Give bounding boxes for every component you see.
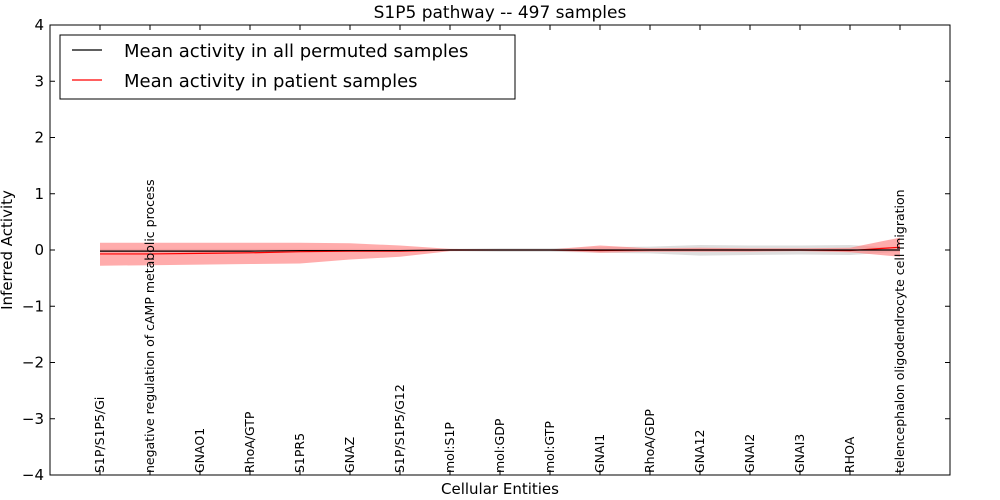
x-category-label: negative regulation of cAMP metabolic pr… (142, 179, 157, 473)
x-category-label: mol:GTP (542, 421, 557, 473)
x-category-label: RhoA/GDP (642, 409, 657, 473)
y-tick-label: 3 (34, 72, 44, 90)
y-tick-label: −1 (22, 297, 44, 315)
y-tick-label: −2 (22, 354, 44, 372)
x-category-label: GNAI2 (742, 434, 757, 473)
legend-label-permuted: Mean activity in all permuted samples (124, 41, 468, 62)
y-tick-label: 2 (34, 129, 44, 147)
x-category-label: mol:S1P (442, 422, 457, 473)
x-category-label: RhoA/GTP (242, 411, 257, 473)
chart-title: S1P5 pathway -- 497 samples (374, 3, 627, 23)
x-category-label: GNAO1 (192, 428, 207, 473)
series-lines (100, 246, 901, 255)
line-series-0 (100, 249, 900, 252)
x-axis-label: Cellular Entities (441, 480, 559, 498)
y-tick-label: −3 (22, 410, 44, 428)
x-category-label: S1P/S1P5/Gi (92, 397, 107, 473)
y-axis: −4 −3 −2 −1 0 1 2 3 4 (22, 16, 950, 484)
band-series-1 (100, 237, 900, 266)
y-tick-label: 4 (34, 16, 44, 34)
y-tick-label: −4 (22, 466, 44, 484)
x-category-label: GNA12 (692, 430, 707, 474)
legend: Mean activity in all permuted samples Me… (59, 34, 516, 100)
x-category-label: GNAZ (342, 437, 357, 473)
x-axis-categories: S1P/S1P5/Gi negative regulation of cAMP m… (92, 25, 907, 475)
x-category-label: mol:GDP (492, 418, 507, 473)
legend-label-patient: Mean activity in patient samples (124, 71, 418, 92)
y-axis-label: Inferred Activity (0, 190, 16, 310)
x-category-label: S1PR5 (292, 433, 307, 473)
x-category-label: telencephalon oligodendrocyte cell migra… (892, 189, 907, 473)
y-tick-label: 1 (34, 185, 44, 203)
x-category-label: GNAI3 (792, 434, 807, 473)
x-category-label: S1P/S1P5/G12 (392, 384, 407, 473)
y-tick-label: 0 (34, 241, 44, 259)
x-category-label: GNAI1 (592, 434, 607, 473)
legend-box (59, 34, 516, 100)
x-category-label: RHOA (842, 436, 857, 473)
